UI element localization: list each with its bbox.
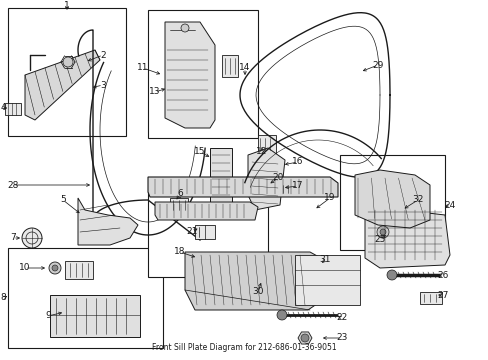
Text: 31: 31	[319, 256, 330, 265]
Text: 21: 21	[186, 228, 197, 237]
Text: 30: 30	[252, 288, 263, 297]
Bar	[339, 155, 444, 250]
Text: 8: 8	[0, 293, 6, 302]
Circle shape	[181, 24, 189, 32]
Polygon shape	[164, 22, 215, 128]
Bar	[148, 10, 258, 138]
Text: 24: 24	[444, 201, 455, 210]
Circle shape	[22, 228, 42, 248]
Bar	[50, 295, 140, 337]
Polygon shape	[78, 198, 138, 245]
Text: Front Sill Plate Diagram for 212-686-01-36-9051: Front Sill Plate Diagram for 212-686-01-…	[152, 343, 336, 352]
Bar	[258, 135, 275, 153]
Text: 27: 27	[436, 291, 448, 300]
Text: 23: 23	[336, 333, 347, 342]
Circle shape	[386, 270, 396, 280]
Polygon shape	[148, 177, 337, 197]
Text: 1: 1	[64, 0, 70, 9]
Text: 32: 32	[411, 195, 423, 204]
Bar	[65, 261, 93, 279]
Text: 20: 20	[272, 174, 283, 183]
Bar	[8, 8, 126, 136]
Text: 12: 12	[256, 148, 267, 157]
Polygon shape	[184, 252, 329, 310]
Bar	[222, 55, 238, 77]
Bar	[280, 183, 295, 195]
Text: 7: 7	[10, 234, 16, 243]
Text: 3: 3	[100, 81, 106, 90]
Text: 11: 11	[137, 63, 148, 72]
Text: 2: 2	[100, 50, 105, 59]
Bar	[294, 255, 359, 305]
Bar	[8, 248, 163, 348]
Circle shape	[63, 57, 73, 67]
Text: 25: 25	[373, 235, 385, 244]
Text: 19: 19	[324, 194, 335, 202]
Circle shape	[301, 334, 308, 342]
Text: 9: 9	[45, 311, 51, 320]
Text: 28: 28	[7, 180, 19, 189]
Text: 29: 29	[371, 60, 383, 69]
Polygon shape	[297, 332, 311, 344]
Text: 5: 5	[60, 195, 66, 204]
Circle shape	[276, 310, 286, 320]
Bar	[195, 225, 215, 239]
Text: 16: 16	[292, 158, 303, 166]
Bar	[389, 228, 405, 238]
Text: 17: 17	[292, 181, 303, 190]
Circle shape	[376, 226, 388, 238]
Polygon shape	[247, 148, 285, 210]
Polygon shape	[155, 202, 258, 220]
Bar	[148, 192, 267, 277]
Polygon shape	[25, 50, 100, 120]
Text: 18: 18	[174, 248, 185, 256]
Bar	[5, 103, 21, 115]
Circle shape	[49, 262, 61, 274]
Circle shape	[379, 229, 385, 235]
Text: 14: 14	[239, 63, 250, 72]
Text: 15: 15	[194, 148, 205, 157]
Bar	[170, 198, 187, 212]
Bar	[419, 292, 441, 304]
Text: 4: 4	[0, 104, 6, 112]
Text: 13: 13	[149, 87, 161, 96]
Polygon shape	[364, 205, 449, 268]
Text: 10: 10	[19, 264, 31, 273]
Text: 26: 26	[436, 270, 448, 279]
Bar	[209, 148, 231, 203]
Polygon shape	[354, 170, 429, 228]
Text: 22: 22	[336, 314, 347, 323]
Text: 6: 6	[177, 189, 183, 198]
Circle shape	[52, 265, 58, 271]
